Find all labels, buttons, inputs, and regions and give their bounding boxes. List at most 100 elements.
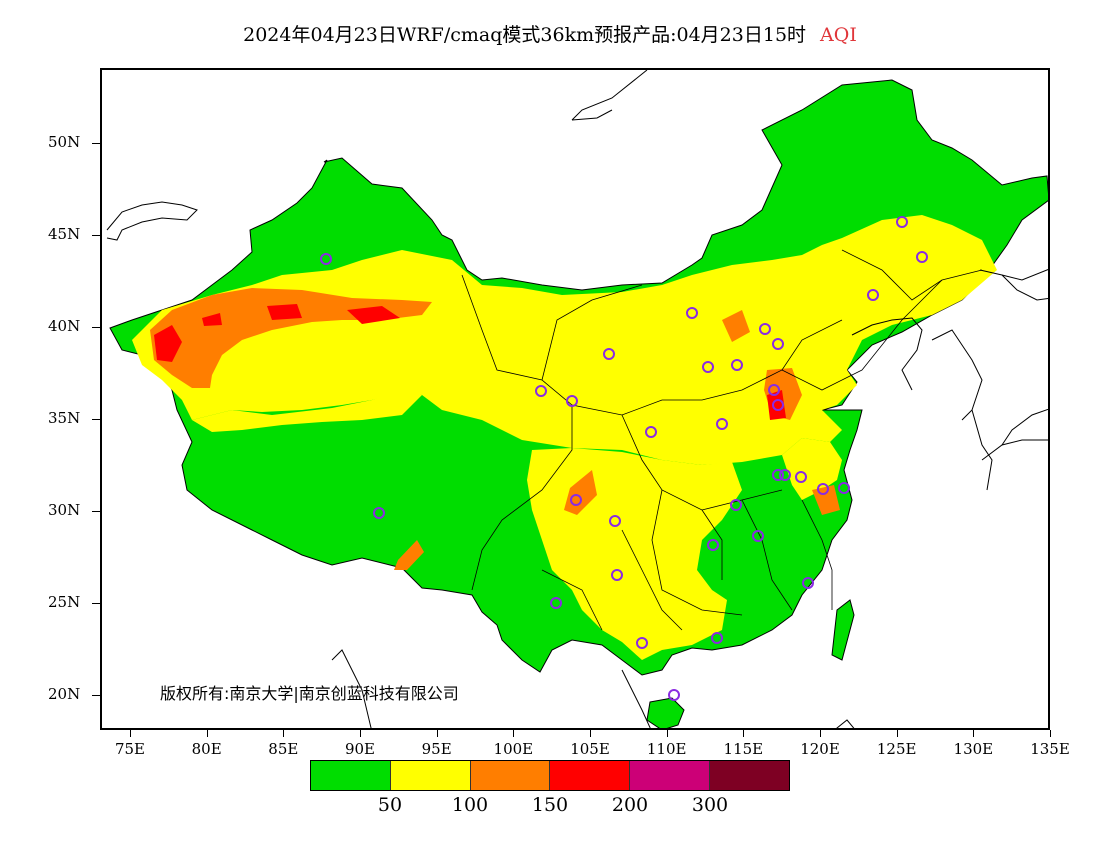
sensitive-zone-tibet xyxy=(394,540,424,570)
city-monitor-circle xyxy=(779,469,791,481)
city-monitor-circle xyxy=(817,483,829,495)
moderate-zone-east xyxy=(782,438,842,500)
lon-tick xyxy=(360,730,361,737)
lon-label: 130E xyxy=(953,740,994,758)
lat-tick xyxy=(92,511,100,512)
lon-tick xyxy=(1050,730,1051,737)
legend-swatch xyxy=(630,761,711,790)
legend-label: 150 xyxy=(531,794,569,816)
city-monitor-circle xyxy=(609,515,621,527)
unhealthy-zone-aksu xyxy=(202,313,222,326)
lon-label: 110E xyxy=(646,740,687,758)
legend-label: 300 xyxy=(691,794,729,816)
lat-tick xyxy=(92,327,100,328)
city-monitor-circle xyxy=(707,539,719,551)
lat-tick xyxy=(92,235,100,236)
lon-label: 80E xyxy=(191,740,222,758)
lon-label: 135E xyxy=(1030,740,1070,758)
lon-label: 95E xyxy=(421,740,452,758)
city-monitor-circle xyxy=(603,348,615,360)
lon-tick xyxy=(896,730,898,737)
lon-label: 105E xyxy=(570,740,610,758)
monitoring-circles xyxy=(320,216,928,701)
lon-tick xyxy=(130,730,131,737)
city-monitor-circle xyxy=(686,307,698,319)
lon-label: 100E xyxy=(493,740,534,758)
sensitive-zone-beijing xyxy=(722,310,750,342)
lat-tick xyxy=(92,603,100,604)
lat-label: 45N xyxy=(48,225,81,243)
legend-swatch xyxy=(470,761,551,790)
lat-tick xyxy=(92,695,100,696)
lon-tick xyxy=(283,730,285,737)
city-monitor-circle xyxy=(550,597,562,609)
lat-label: 30N xyxy=(48,501,81,519)
lon-label: 120E xyxy=(800,740,840,758)
unhealthy-zone-henan xyxy=(767,390,786,420)
lat-label: 20N xyxy=(48,685,81,703)
lon-tick xyxy=(666,730,668,737)
city-monitor-circle xyxy=(711,632,723,644)
city-monitor-circle xyxy=(566,395,578,407)
taiwan-island xyxy=(831,599,855,661)
city-monitor-circle xyxy=(752,530,764,542)
legend-swatch xyxy=(390,761,471,790)
city-monitor-circle xyxy=(916,251,928,263)
lon-label: 115E xyxy=(723,740,764,758)
city-monitor-circle xyxy=(535,385,547,397)
lat-label: 35N xyxy=(48,409,81,427)
lon-label: 85E xyxy=(268,740,299,758)
legend-label: 200 xyxy=(611,794,649,816)
city-monitor-circle xyxy=(636,637,648,649)
city-monitor-circle xyxy=(759,323,771,335)
title-product: AQI xyxy=(820,24,857,46)
city-monitor-circle xyxy=(867,289,879,301)
lat-label: 50N xyxy=(48,133,81,151)
lon-tick xyxy=(743,730,745,737)
legend-label: 50 xyxy=(377,794,403,816)
city-monitor-circle xyxy=(716,418,728,430)
lat-label: 40N xyxy=(48,317,81,335)
lon-label: 75E xyxy=(114,740,146,758)
city-monitor-circle xyxy=(731,359,743,371)
city-monitor-circle xyxy=(772,338,784,350)
lon-tick xyxy=(513,730,515,737)
coastlines xyxy=(106,70,1048,728)
city-monitor-circle xyxy=(645,426,657,438)
legend-label: 100 xyxy=(451,794,489,816)
city-monitor-circle xyxy=(772,399,784,411)
lon-tick xyxy=(973,730,975,737)
city-monitor-circle xyxy=(320,253,332,265)
aqi-map xyxy=(106,70,1048,728)
lat-tick xyxy=(92,143,100,144)
province-borders xyxy=(461,249,983,631)
city-monitor-circle xyxy=(702,361,714,373)
city-monitor-circle xyxy=(802,577,814,589)
unhealthy-zone-kashgar xyxy=(154,325,182,362)
lon-tick xyxy=(436,730,438,737)
lon-tick xyxy=(590,730,591,737)
lon-label: 90E xyxy=(344,740,376,758)
city-monitor-circle xyxy=(668,689,680,701)
city-monitor-circle xyxy=(611,569,623,581)
city-monitor-circle xyxy=(373,507,385,519)
title-main: 2024年04月23日WRF/cmaq模式36km预报产品:04月23日15时 xyxy=(243,24,807,46)
map-frame xyxy=(100,68,1050,730)
unhealthy-zone-tarim-mid xyxy=(267,304,302,320)
legend-swatch xyxy=(550,761,631,790)
lat-tick xyxy=(92,419,100,420)
city-monitor-circle xyxy=(730,499,742,511)
lon-tick xyxy=(820,730,821,737)
city-monitor-circle xyxy=(768,384,780,396)
legend-swatch xyxy=(710,761,789,790)
city-monitor-circle xyxy=(896,216,908,228)
legend-swatch xyxy=(311,761,391,790)
lat-label: 25N xyxy=(48,593,81,611)
unhealthy-zone-tarim-east xyxy=(347,306,400,324)
copyright-text: 版权所有:南京大学|南京创蓝科技有限公司 xyxy=(160,684,459,703)
lon-label: 125E xyxy=(876,740,917,758)
city-monitor-circle xyxy=(772,469,784,481)
map-title: 2024年04月23日WRF/cmaq模式36km预报产品:04月23日15时 A… xyxy=(0,20,1100,47)
moderate-zone-west-strip xyxy=(192,390,422,432)
city-monitor-circle xyxy=(570,494,582,506)
